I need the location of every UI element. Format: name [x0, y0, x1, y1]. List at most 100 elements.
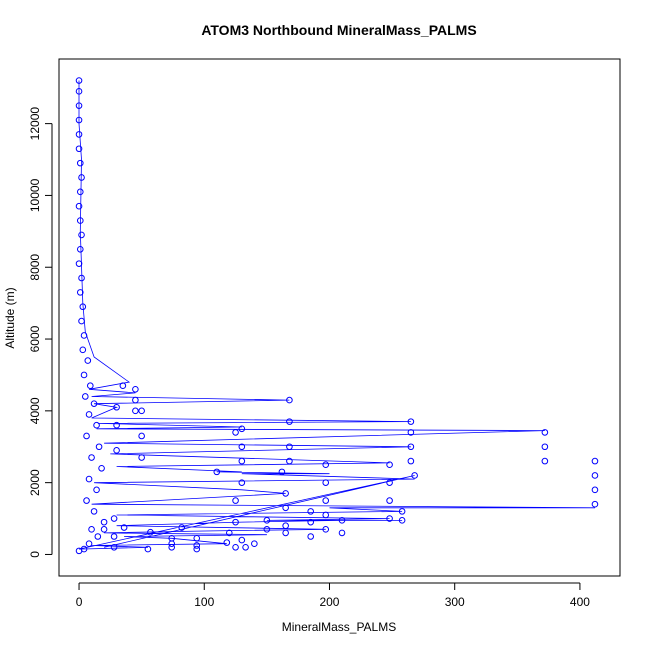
- data-point: [87, 382, 94, 390]
- data-point: [85, 475, 93, 483]
- data-point: [398, 517, 406, 524]
- data-point: [286, 443, 293, 451]
- data-point: [307, 518, 314, 526]
- data-point: [541, 443, 549, 451]
- data-point: [232, 543, 239, 551]
- y-tick-label: 8000: [28, 254, 42, 281]
- data-point: [110, 533, 118, 540]
- data-point: [286, 457, 293, 465]
- data-point: [282, 490, 289, 497]
- x-axis-label: MineralMass_PALMS: [282, 620, 396, 634]
- data-point: [263, 517, 271, 524]
- x-tick-label: 400: [570, 595, 590, 609]
- data-point: [75, 202, 83, 210]
- data-point: [541, 457, 549, 465]
- data-point: [407, 443, 415, 451]
- data-point: [93, 486, 100, 494]
- data-point: [98, 464, 105, 472]
- y-tick-label: 10000: [28, 178, 42, 212]
- y-tick-label: 12000: [28, 107, 42, 141]
- data-point: [88, 526, 95, 533]
- data-point: [120, 524, 128, 531]
- y-tick-label: 0: [28, 551, 42, 558]
- y-tick-label: 6000: [28, 325, 42, 352]
- data-point: [93, 421, 100, 429]
- data-point: [76, 217, 84, 224]
- data-point: [238, 425, 246, 433]
- data-point: [138, 432, 145, 440]
- data-point: [100, 518, 108, 526]
- data-point: [168, 540, 176, 547]
- data-point: [407, 457, 415, 465]
- data-point: [193, 545, 201, 553]
- data-point: [84, 357, 92, 364]
- data-point: [251, 540, 258, 547]
- data-point: [78, 231, 85, 239]
- data-point: [591, 486, 599, 494]
- data-point: [113, 447, 120, 454]
- data-point: [75, 260, 83, 267]
- data-point: [591, 472, 599, 479]
- data-point: [322, 526, 330, 533]
- data-point: [113, 421, 120, 429]
- data-point: [226, 529, 233, 537]
- data-point: [278, 468, 286, 476]
- data-point: [322, 497, 330, 504]
- data-point: [75, 116, 83, 124]
- data-point: [147, 528, 154, 536]
- data-point: [178, 524, 186, 531]
- series-line: [78, 80, 596, 550]
- data-point: [76, 245, 84, 253]
- data-point: [75, 88, 83, 95]
- data-point: [242, 543, 249, 551]
- data-point: [232, 429, 239, 436]
- data-point: [95, 443, 103, 451]
- data-point: [338, 529, 346, 537]
- data-point: [110, 543, 118, 551]
- x-axis: 0 100 200 300 400: [76, 582, 590, 609]
- y-tick-label: 2000: [28, 469, 42, 496]
- data-point: [76, 159, 84, 167]
- data-point: [113, 403, 120, 411]
- data-point: [132, 407, 139, 415]
- x-tick-label: 200: [319, 595, 339, 609]
- data-point: [80, 332, 88, 339]
- data-point: [263, 526, 271, 533]
- data-point: [282, 522, 289, 530]
- data-point: [144, 545, 152, 553]
- data-point: [193, 535, 201, 542]
- data-point: [407, 418, 415, 425]
- plot-frame: [58, 58, 621, 577]
- data-point: [79, 346, 87, 354]
- chart-title: ATOM3 Northbound MineralMass_PALMS: [201, 22, 476, 38]
- data-point: [591, 500, 599, 508]
- data-point: [386, 479, 393, 486]
- x-tick-label: 0: [76, 595, 83, 609]
- data-point: [322, 461, 330, 469]
- data-marks: [75, 77, 599, 555]
- data-point: [232, 518, 239, 526]
- data-point: [541, 429, 549, 436]
- data-point: [213, 468, 221, 476]
- data-point: [75, 547, 83, 555]
- data-point: [75, 102, 83, 109]
- data-point: [238, 443, 246, 451]
- data-point: [132, 386, 139, 393]
- data-point: [386, 461, 393, 469]
- data-point: [119, 382, 127, 390]
- data-point: [307, 533, 314, 540]
- data-point: [407, 429, 415, 436]
- data-point: [85, 411, 93, 418]
- data-point: [238, 479, 246, 486]
- data-point: [193, 542, 201, 549]
- data-point: [78, 174, 85, 181]
- data-point: [110, 515, 118, 522]
- data-point: [411, 472, 418, 479]
- data-point: [76, 289, 84, 296]
- data-point: [386, 497, 393, 504]
- data-point: [138, 454, 145, 461]
- data-point: [85, 540, 93, 547]
- data-point: [90, 508, 98, 515]
- y-tick-label: 4000: [28, 397, 42, 424]
- data-point: [138, 407, 145, 415]
